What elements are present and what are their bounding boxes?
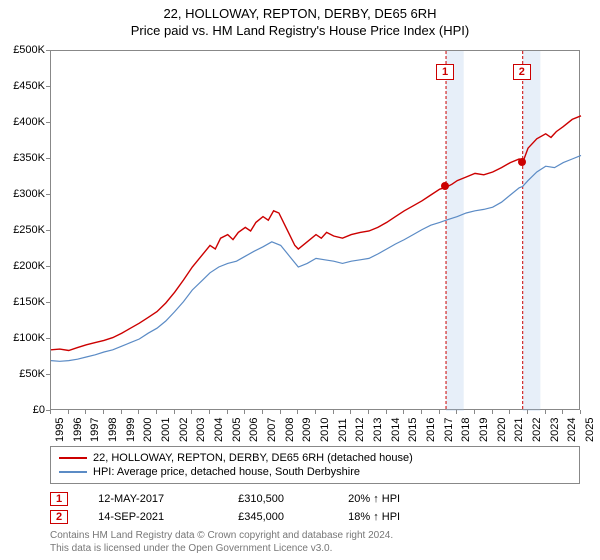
x-tick-label: 2008 [284, 418, 296, 442]
chart-container: 22, HOLLOWAY, REPTON, DERBY, DE65 6RH Pr… [0, 0, 600, 560]
x-tick-label: 2023 [549, 418, 561, 442]
table-row: 1 12-MAY-2017£310,50020% ↑ HPI [50, 490, 580, 508]
row-date: 12-MAY-2017 [98, 493, 238, 505]
y-tick-label: £350K [3, 152, 45, 164]
x-tick-label: 1997 [89, 418, 101, 442]
row-price: £310,500 [238, 493, 348, 505]
footer-attribution: Contains HM Land Registry data © Crown c… [50, 530, 580, 555]
x-tick-label: 1996 [72, 418, 84, 442]
footer-line: Contains HM Land Registry data © Crown c… [50, 530, 580, 543]
legend-swatch [59, 471, 87, 473]
band-index-label: 2 [513, 64, 531, 80]
row-diff: 18% ↑ HPI [348, 511, 468, 523]
row-index: 2 [50, 510, 68, 524]
row-date: 14-SEP-2021 [98, 511, 238, 523]
x-tick-label: 2006 [248, 418, 260, 442]
x-tick-label: 2021 [513, 418, 525, 442]
transactions-table: 1 12-MAY-2017£310,50020% ↑ HPI 2 14-SEP-202… [50, 490, 580, 526]
x-tick-label: 2013 [372, 418, 384, 442]
x-tick-label: 2009 [301, 418, 313, 442]
y-tick-label: £50K [3, 368, 45, 380]
x-tick-label: 2003 [195, 418, 207, 442]
y-tick-label: £500K [3, 44, 45, 56]
x-tick-label: 2010 [319, 418, 331, 442]
y-tick-label: £200K [3, 260, 45, 272]
row-diff: 20% ↑ HPI [348, 493, 468, 505]
legend-label: HPI: Average price, detached house, Sout… [93, 466, 360, 478]
y-tick-label: £450K [3, 80, 45, 92]
legend-item: 22, HOLLOWAY, REPTON, DERBY, DE65 6RH (d… [59, 451, 571, 465]
x-tick-label: 1995 [54, 418, 66, 442]
series-line [51, 155, 581, 361]
x-tick-label: 1999 [125, 418, 137, 442]
chart-subtitle: Price paid vs. HM Land Registry's House … [0, 21, 600, 38]
x-tick-label: 2004 [213, 418, 225, 442]
legend: 22, HOLLOWAY, REPTON, DERBY, DE65 6RH (d… [50, 446, 580, 484]
x-tick-label: 2025 [584, 418, 596, 442]
x-tick-label: 2018 [460, 418, 472, 442]
legend-label: 22, HOLLOWAY, REPTON, DERBY, DE65 6RH (d… [93, 452, 413, 464]
x-tick-label: 1998 [107, 418, 119, 442]
x-tick-label: 2017 [443, 418, 455, 442]
y-tick-label: £250K [3, 224, 45, 236]
x-tick-label: 2011 [337, 418, 349, 442]
x-tick-label: 2002 [178, 418, 190, 442]
x-tick-label: 2007 [266, 418, 278, 442]
y-tick-label: £100K [3, 332, 45, 344]
x-tick-label: 2015 [407, 418, 419, 442]
y-tick-label: £400K [3, 116, 45, 128]
y-tick-label: £150K [3, 296, 45, 308]
chart-svg [51, 51, 579, 409]
x-tick-label: 2024 [566, 418, 578, 442]
transaction-marker [441, 182, 449, 190]
y-tick-label: £0 [3, 404, 45, 416]
transaction-marker [518, 158, 526, 166]
x-tick-label: 2000 [142, 418, 154, 442]
footer-line: This data is licensed under the Open Gov… [50, 543, 580, 556]
row-index: 1 [50, 492, 68, 506]
band-index-label: 1 [436, 64, 454, 80]
x-tick-label: 2005 [231, 418, 243, 442]
x-tick-label: 2019 [478, 418, 490, 442]
x-tick-label: 2001 [160, 418, 172, 442]
legend-swatch [59, 457, 87, 459]
x-tick-label: 2016 [425, 418, 437, 442]
x-tick-label: 2020 [496, 418, 508, 442]
plot-area [50, 50, 580, 410]
x-tick-label: 2022 [531, 418, 543, 442]
row-price: £345,000 [238, 511, 348, 523]
x-tick-label: 2012 [354, 418, 366, 442]
chart-title: 22, HOLLOWAY, REPTON, DERBY, DE65 6RH [0, 0, 600, 21]
x-tick-label: 2014 [390, 418, 402, 442]
series-line [51, 116, 581, 351]
y-tick-label: £300K [3, 188, 45, 200]
legend-item: HPI: Average price, detached house, Sout… [59, 465, 571, 479]
table-row: 2 14-SEP-2021£345,00018% ↑ HPI [50, 508, 580, 526]
